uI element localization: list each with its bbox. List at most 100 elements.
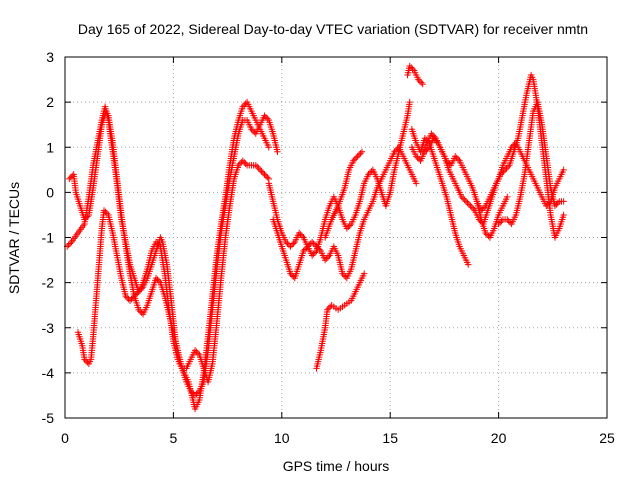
data-point-trace-c <box>236 160 244 167</box>
data-point-trace-k <box>475 216 483 223</box>
data-point-trace-e <box>304 243 312 250</box>
data-point-trace-k <box>467 202 474 210</box>
data-point-trace-b <box>248 126 255 133</box>
data-point-trace-a <box>241 101 248 109</box>
data-point-trace-j <box>482 229 489 237</box>
data-point-trace-h <box>415 76 422 83</box>
data-point-trace-d <box>297 231 304 238</box>
data-point-trace-j <box>413 153 420 160</box>
data-point-trace-l <box>479 205 486 213</box>
data-point-trace-e <box>300 247 307 255</box>
data-point-trace-c <box>194 350 202 357</box>
y-tick-label: 3 <box>46 49 54 65</box>
data-point-trace-j <box>483 231 491 238</box>
data-point-trace-e <box>313 243 320 250</box>
data-point-trace-e <box>288 271 296 279</box>
data-point-trace-d <box>311 249 319 256</box>
data-point-trace-c <box>242 160 249 167</box>
data-point-trace-b <box>264 115 271 122</box>
data-point-trace-l <box>478 207 485 214</box>
data-point-trace-l <box>544 201 551 208</box>
data-point-trace-c <box>235 162 242 169</box>
data-point-trace-m <box>495 220 502 228</box>
data-points <box>63 62 567 413</box>
data-point-trace-c <box>261 171 268 178</box>
data-point-trace-l <box>560 166 567 174</box>
data-point-trace-c <box>155 241 163 249</box>
data-point-trace-d <box>346 222 353 229</box>
data-point-trace-k <box>503 165 510 172</box>
data-point-trace-e <box>323 255 330 262</box>
y-tick-label: 2 <box>46 94 54 110</box>
data-point-trace-e <box>340 271 348 279</box>
data-point-trace-c <box>256 166 264 174</box>
data-point-trace-d <box>345 223 352 231</box>
grid <box>65 57 607 418</box>
data-point-trace-m <box>560 198 567 205</box>
data-point-trace-c <box>103 210 111 217</box>
data-point-trace-l <box>543 202 550 210</box>
data-point-trace-g <box>358 148 366 155</box>
data-point-trace-c <box>262 172 270 180</box>
data-point-trace-d <box>288 241 296 249</box>
data-point-trace-d <box>284 240 291 247</box>
data-point-trace-k <box>470 205 477 213</box>
data-point-trace-a <box>239 103 246 110</box>
data-point-trace-d <box>308 252 316 259</box>
data-point-trace-h <box>407 64 415 71</box>
data-point-trace-k <box>504 163 512 171</box>
data-point-trace-b <box>262 113 270 121</box>
data-point-trace-m <box>505 217 512 225</box>
data-point-trace-m <box>554 199 562 207</box>
data-point-trace-c <box>152 238 160 246</box>
data-point-trace-k <box>428 130 435 137</box>
data-point-trace-m <box>551 202 559 210</box>
data-point-trace-b <box>82 214 90 222</box>
data-point-trace-d <box>282 238 290 246</box>
data-point-trace-c <box>100 207 108 214</box>
data-point-trace-d <box>343 225 351 232</box>
x-tick-label: 25 <box>599 430 615 446</box>
data-point-trace-c <box>254 163 261 171</box>
x-tick-label: 15 <box>382 430 398 446</box>
data-point-trace-b <box>84 213 91 220</box>
data-point-trace-b <box>136 308 144 315</box>
data-point-trace-j <box>414 154 421 161</box>
data-point-trace-c <box>239 157 246 164</box>
data-point-trace-c <box>259 169 267 177</box>
plot-frame <box>64 56 608 419</box>
data-point-trace-c <box>193 348 200 356</box>
data-point-trace-e <box>392 147 400 154</box>
data-point-trace-c <box>252 162 259 169</box>
data-point-trace-j <box>424 145 431 152</box>
data-point-trace-c <box>122 292 129 300</box>
y-axis-label: SDTVAR / TECUs <box>6 182 22 294</box>
data-point-trace-b <box>152 274 160 282</box>
data-point-trace-d <box>310 250 317 258</box>
data-point-trace-c <box>126 297 134 304</box>
data-point-trace-e <box>316 246 323 253</box>
data-point-trace-c <box>131 292 138 300</box>
data-point-trace-j <box>452 153 459 160</box>
data-point-trace-l <box>508 144 515 151</box>
data-point-trace-e <box>310 240 317 247</box>
data-point-trace-k <box>431 133 438 140</box>
data-point-trace-k <box>477 217 484 225</box>
data-point-trace-l <box>509 142 517 149</box>
data-point-trace-k <box>459 195 467 202</box>
data-point-trace-k <box>458 193 465 201</box>
data-point-trace-d <box>406 98 413 106</box>
data-point-trace-b <box>188 389 196 396</box>
data-point-trace-c <box>128 295 135 303</box>
data-point-trace-b <box>261 112 268 119</box>
y-tick-label: -2 <box>42 275 55 291</box>
data-point-trace-c <box>102 208 109 216</box>
x-tick-label: 20 <box>491 430 507 446</box>
data-point-trace-c <box>255 165 262 172</box>
data-point-trace-h <box>406 62 413 70</box>
data-point-trace-h <box>418 79 425 86</box>
data-point-trace-c <box>191 347 199 354</box>
x-tick-label: 10 <box>274 430 290 446</box>
data-point-trace-k <box>464 199 471 207</box>
data-point-trace-k <box>461 196 468 204</box>
